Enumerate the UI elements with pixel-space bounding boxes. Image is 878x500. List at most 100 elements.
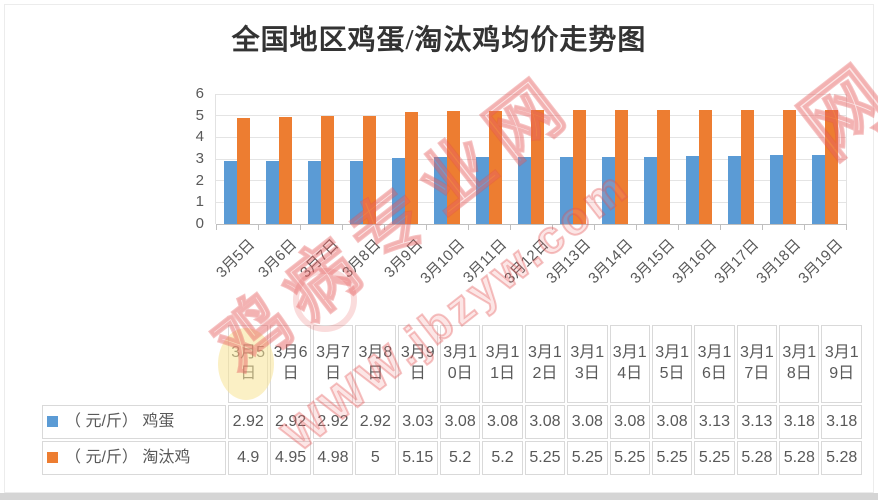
table-header-cell: 3月5日 [228, 325, 269, 403]
bar-group [216, 94, 258, 224]
table-header-cell: 3月13日 [567, 325, 608, 403]
bar-culled-chicken [741, 109, 754, 224]
bar-culled-chicken [279, 116, 292, 224]
axis-tick [552, 224, 553, 230]
bar-group [636, 94, 678, 224]
table-row: （ 元/斤） 淘汰鸡 4.9 4.95 4.98 5 5.15 5.2 5.2 5.25 5.25… [42, 441, 862, 475]
value-cell: 3.13 [694, 405, 735, 439]
value-cell: 3.08 [609, 405, 650, 439]
bar-culled-chicken [321, 116, 334, 224]
bar-egg [602, 157, 615, 224]
value-cell: 3.13 [736, 405, 778, 439]
table-header-cell: 3月16日 [694, 325, 735, 403]
value-cell: 3.08 [524, 405, 566, 439]
value-cell: 2.92 [312, 405, 354, 439]
legend-swatch [47, 451, 58, 463]
series-name: （ 元/斤） 淘汰鸡 [65, 448, 191, 466]
y-axis-label: 4 [195, 128, 204, 146]
table-header-row: 3月5日 3月6日 3月7日 3月8日 3月9日 3月10日 3月11日 3月12日 3月13日… [42, 325, 862, 403]
axis-tick [342, 224, 343, 230]
bar-group [804, 94, 846, 224]
value-cell: 3.08 [439, 405, 481, 439]
bar-culled-chicken [489, 111, 502, 224]
series-name: （ 元/斤） 鸡蛋 [65, 412, 175, 430]
bar-culled-chicken [657, 110, 670, 224]
table-header-cell: 3月8日 [355, 325, 396, 403]
table-header-cell: 3月17日 [736, 325, 778, 403]
value-cell: 2.92 [228, 405, 269, 439]
value-cell: 4.95 [270, 441, 311, 475]
axis-tick [384, 224, 385, 230]
table-header-cell: 3月6日 [270, 325, 311, 403]
bar-egg [812, 155, 825, 224]
axis-tick [468, 224, 469, 230]
bar-culled-chicken [573, 110, 586, 224]
axis-tick [846, 224, 847, 230]
axis-tick [678, 224, 679, 230]
axis-tick [804, 224, 805, 230]
table-header-cell: 3月14日 [609, 325, 650, 403]
table-header-cell: 3月9日 [397, 325, 438, 403]
value-cell: 5.25 [609, 441, 650, 475]
axis-tick [300, 224, 301, 230]
bar-egg [392, 158, 405, 224]
value-cell: 5.2 [439, 441, 481, 475]
bar-egg [644, 157, 657, 224]
price-table: 3月5日 3月6日 3月7日 3月8日 3月9日 3月10日 3月11日 3月12日 3月13日… [40, 323, 864, 477]
bar-culled-chicken [699, 110, 712, 224]
bar-group [426, 94, 468, 224]
y-axis-label: 3 [195, 150, 204, 167]
bar-egg [728, 156, 741, 224]
bar-culled-chicken [237, 117, 250, 224]
bar-group [678, 94, 720, 224]
gridline [216, 223, 846, 225]
bar-culled-chicken [447, 111, 460, 224]
bar-group [762, 94, 804, 224]
bar-culled-chicken [783, 109, 796, 224]
value-cell: 5.25 [651, 441, 693, 475]
value-cell: 2.92 [270, 405, 311, 439]
bar-egg [266, 160, 279, 224]
bar-culled-chicken [405, 112, 418, 224]
table-header-cell: 3月19日 [821, 325, 862, 403]
value-cell: 3.18 [821, 405, 862, 439]
table-header-cell: 3月10日 [439, 325, 481, 403]
legend-swatch [47, 415, 58, 427]
bar-group [552, 94, 594, 224]
table-header-cell: 3月7日 [312, 325, 354, 403]
row-label: （ 元/斤） 鸡蛋 [42, 405, 226, 439]
y-axis-label: 6 [195, 85, 204, 102]
value-cell: 3.08 [482, 405, 523, 439]
y-axis-label: 0 [195, 215, 204, 232]
bar-egg [350, 160, 363, 224]
bar-culled-chicken [615, 110, 628, 224]
bar-culled-chicken [825, 109, 838, 224]
y-axis-label: 2 [195, 171, 204, 189]
table-row: （ 元/斤） 鸡蛋 2.92 2.92 2.92 2.92 3.03 3.08 3.08 3.0… [42, 405, 862, 439]
value-cell: 2.92 [355, 405, 396, 439]
value-cell: 5.15 [397, 441, 438, 475]
bar-group [300, 94, 342, 224]
value-cell: 5.25 [524, 441, 566, 475]
bottom-edge [0, 493, 878, 500]
value-cell: 3.18 [779, 405, 820, 439]
table-header-cell: 3月11日 [482, 325, 523, 403]
axis-tick [594, 224, 595, 230]
axis-tick [636, 224, 637, 230]
bar-group [510, 94, 552, 224]
axis-tick [426, 224, 427, 230]
value-cell: 5.28 [736, 441, 778, 475]
bar-group [594, 94, 636, 224]
table-header-cell: 3月12日 [524, 325, 566, 403]
gridline [216, 93, 846, 95]
value-cell: 4.9 [228, 441, 269, 475]
axis-tick [762, 224, 763, 230]
bar-egg [686, 156, 699, 224]
bar-culled-chicken [363, 115, 376, 224]
bar-egg [476, 157, 489, 224]
plot-area [215, 93, 847, 230]
value-cell: 4.98 [312, 441, 354, 475]
axis-tick [216, 224, 217, 230]
axis-tick [258, 224, 259, 230]
